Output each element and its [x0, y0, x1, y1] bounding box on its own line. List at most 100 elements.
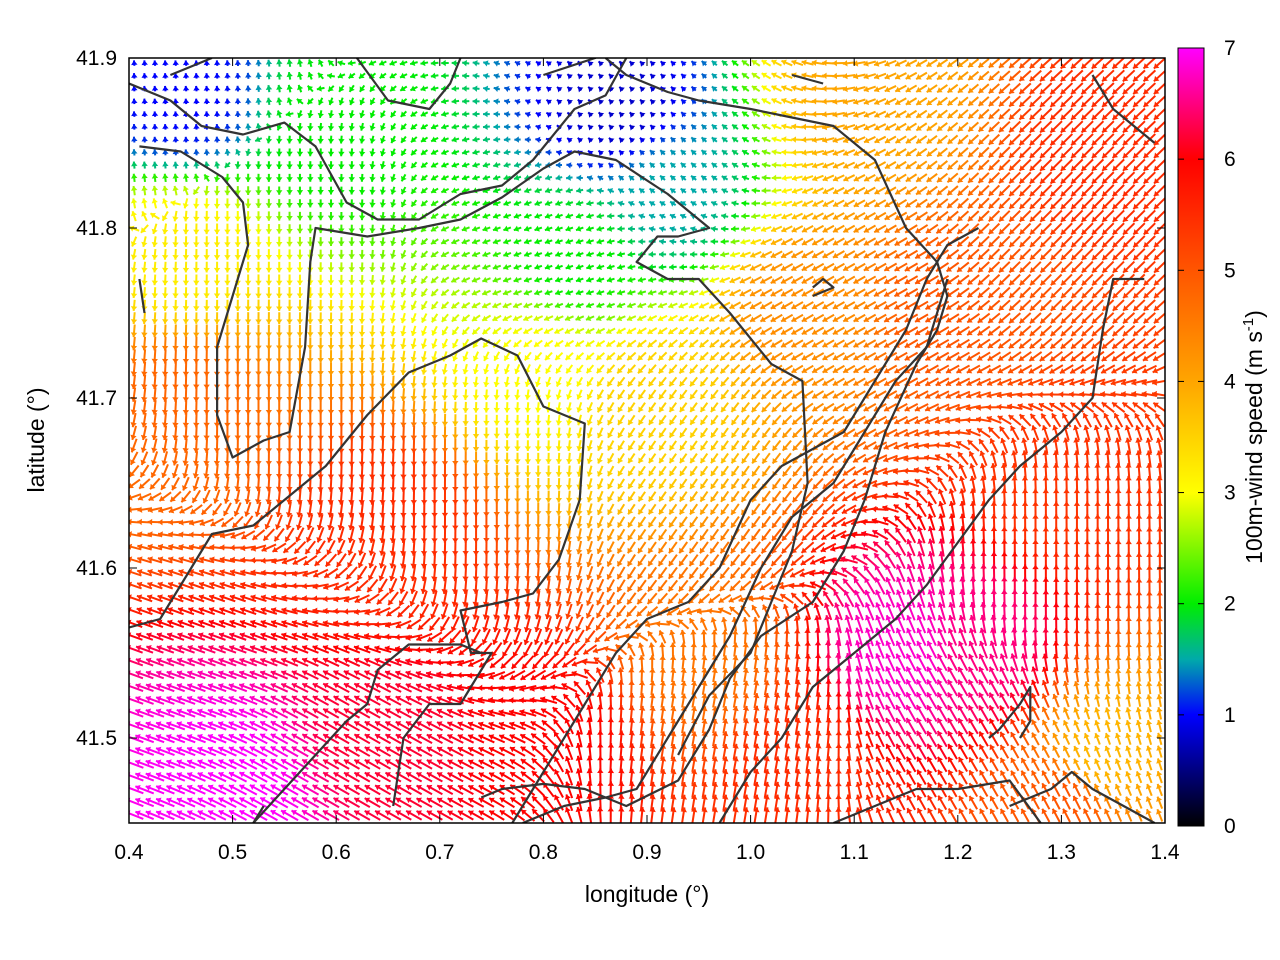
wind-arrow-head [660, 74, 667, 80]
wind-arrow-head [307, 358, 314, 363]
wind-arrow-head [681, 99, 687, 105]
wind-arrow-head [863, 124, 870, 131]
wind-arrow-head [514, 73, 521, 80]
wind-arrow-head [482, 136, 488, 143]
wind-arrow-head [822, 136, 828, 144]
wind-arrow-head [711, 86, 718, 92]
wind-arrow-head [670, 150, 677, 156]
wind-arrow-head [514, 111, 520, 118]
wind-arrow-head [286, 267, 293, 273]
wind-arrow-head [213, 203, 221, 209]
wind-arrow-head [863, 98, 870, 105]
wind-arrow-head [141, 60, 148, 66]
wind-arrow-head [742, 124, 748, 130]
wind-arrow-head [462, 110, 467, 118]
wind-arrow-head [648, 251, 654, 258]
wind-arrow-head [761, 98, 768, 104]
wind-arrow-head [483, 98, 488, 105]
wind-arrow-head [1029, 101, 1036, 107]
wind-arrow-head [1071, 127, 1077, 133]
wind-arrow-head [234, 136, 242, 142]
wind-arrow-head [401, 162, 407, 169]
wind-arrow-head [822, 85, 827, 92]
wind-arrow-head [771, 59, 777, 66]
wind-arrow-head [619, 150, 625, 156]
wind-arrow-head [358, 344, 366, 350]
wind-arrow-head [317, 306, 324, 311]
wind-arrow-head [462, 98, 467, 105]
wind-arrow-head [771, 123, 777, 130]
wind-arrow-head [141, 254, 148, 260]
wind-arrow-head [1143, 101, 1150, 107]
wind-arrow-head [1019, 126, 1025, 133]
wind-arrow-head [380, 137, 387, 144]
wind-arrow-head [801, 72, 807, 79]
wind-arrow-head [213, 255, 221, 260]
wind-arrow-head [937, 61, 943, 67]
wind-arrow-head [348, 306, 355, 311]
wind-arrow-head [629, 150, 635, 156]
wind-arrow-head [214, 161, 221, 167]
wind-arrow-head [598, 163, 604, 169]
wind-arrow-head [660, 112, 667, 118]
wind-arrow-head [420, 369, 428, 375]
wind-arrow-head [781, 174, 787, 182]
wind-arrow-head [1060, 139, 1067, 146]
wind-arrow-head [926, 99, 933, 106]
wind-arrow-head [968, 61, 974, 68]
wind-arrow-head [629, 61, 636, 67]
wind-arrow-head [710, 251, 716, 258]
wind-arrow-head [203, 190, 210, 196]
wind-arrow-head [751, 212, 757, 220]
wind-arrow-head [988, 75, 995, 81]
wind-arrow-head [193, 216, 200, 222]
wind-arrow-head [369, 254, 376, 259]
wind-arrow-head [988, 126, 995, 132]
wind-arrow-head [577, 125, 584, 131]
wind-arrow-head [193, 136, 200, 142]
wind-arrow-head [318, 59, 324, 66]
wind-arrow-head [286, 190, 293, 195]
wind-arrow-head [493, 85, 499, 93]
wind-arrow-head [286, 215, 293, 221]
wind-arrow-head [853, 150, 860, 157]
wind-arrow-head [812, 149, 818, 156]
wind-arrow-head [525, 73, 531, 80]
wind-arrow-head [710, 238, 716, 245]
wind-arrow-head [431, 110, 437, 117]
wind-arrow-head [441, 161, 447, 168]
wind-arrow-head [751, 98, 758, 105]
wind-arrow-head [265, 267, 273, 273]
wind-arrow-head [130, 371, 138, 377]
wind-arrow-head [843, 162, 849, 169]
wind-arrow-head [379, 228, 387, 233]
wind-arrow-head [546, 112, 552, 118]
wind-arrow-head [441, 136, 447, 143]
wind-arrow-head [317, 190, 324, 195]
wind-arrow-head [556, 86, 563, 93]
wind-arrow-head [853, 124, 859, 131]
wind-arrow-head [1122, 127, 1129, 133]
wind-arrow-head [863, 111, 870, 118]
wind-arrow-head [1133, 139, 1139, 146]
wind-arrow-head [968, 151, 974, 158]
wind-arrow-head [546, 87, 553, 93]
wind-arrow-head [978, 164, 984, 171]
wind-arrow-head [234, 293, 241, 299]
wind-arrow-head [482, 161, 489, 168]
wind-arrow-head [1081, 114, 1087, 120]
wind-arrow-head [172, 267, 179, 273]
wind-arrow-head [245, 150, 252, 156]
wind-arrow-head [937, 138, 943, 144]
wind-arrow-head [203, 255, 210, 260]
wind-arrow-head [234, 73, 242, 78]
wind-arrow-head [431, 123, 437, 130]
wind-arrow-head [441, 98, 447, 105]
wind-arrow-head [255, 293, 262, 299]
wind-arrow-head [1153, 75, 1160, 82]
wind-arrow-head [358, 318, 366, 324]
wind-arrow-head [420, 98, 427, 105]
wind-arrow-head [286, 151, 293, 157]
wind-arrow-head [732, 111, 738, 118]
wind-arrow-head [968, 164, 974, 170]
